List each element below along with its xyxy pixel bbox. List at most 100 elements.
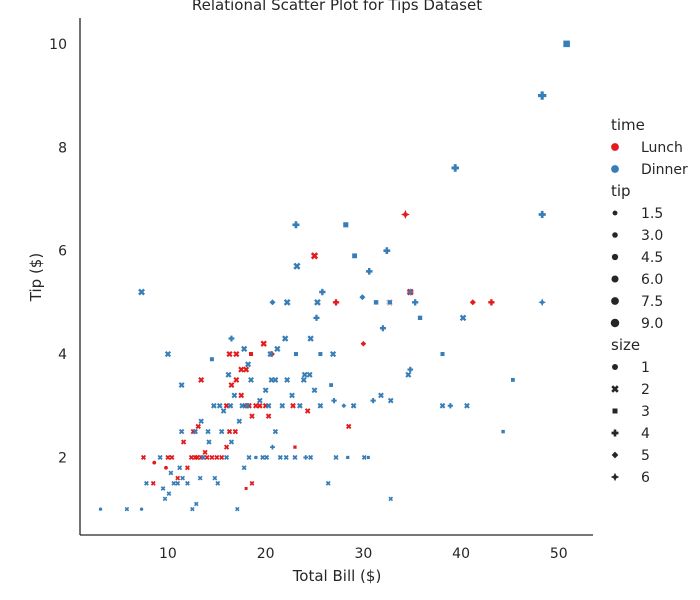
data-point-lunch: [243, 366, 250, 373]
data-point-dinner: [300, 376, 307, 383]
data-point-dinner: [301, 371, 308, 378]
data-point-lunch: [163, 465, 169, 471]
data-point-dinner: [260, 454, 266, 460]
data-point-lunch: [184, 465, 190, 471]
data-point-lunch: [310, 252, 319, 260]
legend-label: 1.5: [641, 206, 663, 222]
data-point-dinner: [245, 361, 252, 368]
data-point-dinner: [190, 506, 195, 512]
data-point-dinner: [342, 221, 349, 228]
legend-label: 7.5: [641, 294, 663, 310]
data-point-lunch: [204, 454, 210, 460]
legend-title: time: [611, 116, 645, 134]
data-point-dinner: [164, 350, 172, 358]
data-point-dinner: [205, 428, 211, 435]
data-point-dinner: [211, 402, 217, 409]
data-point-lunch: [233, 350, 240, 358]
legend-marker: [611, 429, 619, 437]
data-point-lunch: [249, 480, 255, 486]
data-point-dinner: [262, 387, 269, 394]
legend-label: 9.0: [641, 316, 663, 332]
legend-title: size: [611, 336, 640, 354]
data-point-lunch: [151, 460, 157, 466]
data-point-dinner: [283, 298, 291, 306]
data-point-lunch: [359, 340, 367, 348]
legend-marker: [610, 318, 620, 328]
data-point-dinner: [328, 382, 334, 388]
legend-label: Lunch: [641, 140, 683, 156]
data-point-lunch: [165, 454, 171, 460]
data-point-lunch: [140, 454, 147, 460]
data-point-dinner: [246, 454, 252, 460]
data-point-lunch: [468, 298, 477, 307]
x-tick-label: 30: [354, 546, 372, 562]
legend-marker: [610, 296, 620, 306]
data-point-dinner: [157, 454, 163, 460]
legend: time Lunch Dinner tip 1.5 3.0 4.5 6.0 7.5 9.0size…: [610, 116, 688, 486]
data-point-lunch: [150, 480, 156, 486]
legend-marker: [611, 407, 619, 415]
data-point-dinner: [241, 345, 248, 353]
data-point-lunch: [226, 350, 233, 358]
data-point-dinner: [264, 454, 270, 460]
data-point-dinner: [265, 402, 272, 409]
data-point-dinner: [139, 506, 144, 512]
chart-title: Relational Scatter Plot for Tips Dataset: [192, 0, 482, 14]
data-point-dinner: [314, 298, 321, 306]
legend-marker: [610, 472, 620, 482]
x-tick-label: 20: [257, 546, 275, 562]
data-point-dinner: [562, 39, 571, 48]
data-point-dinner: [282, 335, 289, 342]
data-point-dinner: [317, 402, 324, 409]
data-point-dinner: [308, 454, 314, 460]
legend-label: 2: [641, 382, 650, 398]
data-point-dinner: [166, 491, 172, 496]
legend-marker: [610, 142, 620, 152]
data-point-dinner: [345, 455, 350, 460]
data-point-dinner: [192, 428, 198, 435]
y-tick-label: 6: [58, 244, 67, 260]
data-point-lunch: [195, 423, 201, 430]
data-point-dinner: [180, 475, 186, 481]
data-point-lunch: [238, 366, 245, 373]
data-point-dinner: [162, 496, 168, 502]
data-point-dinner: [224, 454, 230, 460]
data-point-lunch: [214, 454, 220, 460]
data-point-dinner: [185, 480, 190, 486]
data-point-dinner: [225, 371, 232, 378]
data-point-dinner: [270, 444, 275, 450]
data-point-dinner: [277, 454, 283, 460]
data-point-dinner: [124, 506, 130, 512]
data-point-lunch: [209, 454, 215, 460]
legend-marker: [610, 274, 620, 284]
data-point-dinner: [331, 397, 337, 404]
plot-area: [98, 39, 571, 512]
data-point-dinner: [386, 299, 393, 306]
data-point-lunch: [332, 299, 340, 306]
data-point-dinner: [307, 335, 314, 342]
data-point-dinner: [412, 299, 419, 306]
data-point-dinner: [193, 501, 199, 507]
data-point-dinner: [235, 506, 240, 512]
data-point-lunch: [202, 449, 208, 455]
data-point-dinner: [500, 429, 506, 434]
data-point-dinner: [272, 428, 279, 435]
data-point-dinner: [215, 480, 221, 486]
data-point-dinner: [227, 402, 234, 409]
legend-marker: [610, 164, 620, 174]
data-point-dinner: [228, 335, 235, 342]
y-tick-label: 4: [58, 347, 67, 363]
legend-marker: [611, 209, 619, 217]
data-point-dinner: [284, 376, 291, 383]
data-point-dinner: [297, 402, 303, 409]
data-point-lunch: [248, 351, 254, 357]
data-point-dinner: [175, 480, 181, 486]
legend-marker: [611, 253, 619, 261]
data-point-dinner: [333, 454, 339, 460]
legend-marker: [610, 450, 620, 460]
data-point-dinner: [197, 475, 203, 481]
x-axis-title: Total Bill ($): [292, 567, 382, 585]
data-point-dinner: [311, 387, 318, 394]
data-point-dinner: [303, 455, 309, 460]
legend-label: 3: [641, 404, 650, 420]
